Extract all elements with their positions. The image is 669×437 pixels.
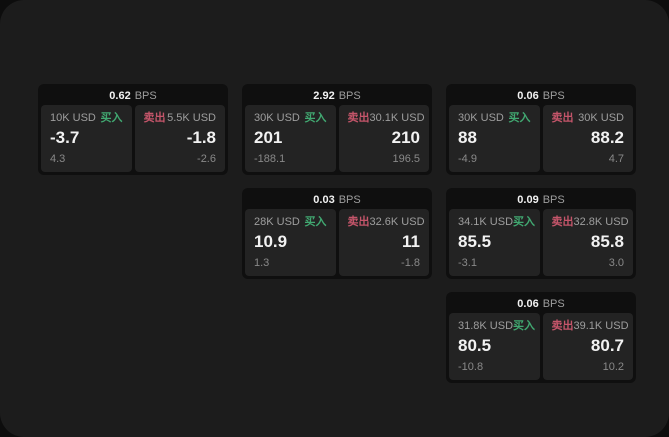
bps-unit-label: BPS xyxy=(542,89,565,102)
bps-unit-label: BPS xyxy=(542,193,565,206)
bps-header: 0.62 BPS xyxy=(41,87,225,105)
quote-card-5: 0.09 BPS 34.1K USD 买入 85.5 -3.1 卖出 32.8K… xyxy=(446,188,636,279)
sell-delta: -1.8 xyxy=(401,257,420,269)
bps-value: 0.03 xyxy=(313,193,335,206)
sell-price: 11 xyxy=(402,232,420,251)
sell-delta: 3.0 xyxy=(608,257,624,269)
buy-amount: 10K USD xyxy=(50,112,96,124)
buy-amount: 28K USD xyxy=(254,216,300,228)
bps-unit-label: BPS xyxy=(542,297,565,310)
sell-price: 210 xyxy=(391,128,420,147)
bps-value: 0.06 xyxy=(517,89,539,102)
sell-price: 88.2 xyxy=(590,128,624,147)
bps-unit-label: BPS xyxy=(338,193,361,206)
sell-amount: 5.5K USD xyxy=(167,112,216,124)
buy-delta: -10.8 xyxy=(458,361,484,373)
sell-price: -1.8 xyxy=(186,128,216,147)
buy-delta: 4.3 xyxy=(50,153,66,165)
sell-panel[interactable]: 卖出 30K USD 88.2 4.7 xyxy=(542,105,633,172)
bps-value: 2.92 xyxy=(313,89,335,102)
buy-delta: 1.3 xyxy=(254,257,270,269)
buy-price: 85.5 xyxy=(458,232,492,251)
buy-panel[interactable]: 34.1K USD 买入 85.5 -3.1 xyxy=(449,209,540,276)
sell-amount: 39.1K USD xyxy=(573,320,629,332)
buy-price: 80.5 xyxy=(458,336,492,355)
buy-amount: 30K USD xyxy=(254,112,300,124)
sell-amount: 32.6K USD xyxy=(369,216,425,228)
buy-panel[interactable]: 28K USD 买入 10.9 1.3 xyxy=(245,209,336,276)
buy-panel[interactable]: 10K USD 买入 -3.7 4.3 xyxy=(41,105,132,172)
buy-price: 201 xyxy=(254,128,283,147)
sell-price: 85.8 xyxy=(590,232,624,251)
sell-label: 卖出 xyxy=(347,216,370,228)
sell-delta: 10.2 xyxy=(602,361,624,373)
sell-price: 80.7 xyxy=(590,336,624,355)
sell-panel[interactable]: 卖出 32.6K USD 11 -1.8 xyxy=(338,209,429,276)
buy-panel[interactable]: 31.8K USD 买入 80.5 -10.8 xyxy=(449,313,540,380)
sell-delta: 4.7 xyxy=(608,153,624,165)
sell-label: 卖出 xyxy=(347,112,370,124)
bps-unit-label: BPS xyxy=(134,89,157,102)
sell-label: 卖出 xyxy=(143,112,166,124)
quote-card-3: 0.06 BPS 30K USD 买入 88 -4.9 卖出 30K USD xyxy=(446,84,636,175)
buy-price: 88 xyxy=(458,128,477,147)
bps-header: 0.03 BPS xyxy=(245,191,429,209)
buy-label: 买入 xyxy=(513,320,536,332)
quote-card-2: 2.92 BPS 30K USD 买入 201 -188.1 卖出 30.1K … xyxy=(242,84,432,175)
buy-label: 买入 xyxy=(304,216,327,228)
buy-delta: -188.1 xyxy=(254,153,286,165)
quote-card-1: 0.62 BPS 10K USD 买入 -3.7 4.3 卖出 5.5K USD xyxy=(38,84,228,175)
bps-value: 0.09 xyxy=(517,193,539,206)
bps-header: 0.09 BPS xyxy=(449,191,633,209)
sell-amount: 32.8K USD xyxy=(573,216,629,228)
buy-price: 10.9 xyxy=(254,232,288,251)
buy-panel[interactable]: 30K USD 买入 201 -188.1 xyxy=(245,105,336,172)
buy-label: 买入 xyxy=(508,112,531,124)
buy-delta: -4.9 xyxy=(458,153,477,165)
bps-header: 2.92 BPS xyxy=(245,87,429,105)
sell-amount: 30K USD xyxy=(578,112,624,124)
sell-label: 卖出 xyxy=(551,320,574,332)
bps-value: 0.62 xyxy=(109,89,131,102)
sell-delta: 196.5 xyxy=(392,153,420,165)
quote-card-4: 0.03 BPS 28K USD 买入 10.9 1.3 卖出 32.6K US… xyxy=(242,188,432,279)
quote-grid: 0.62 BPS 10K USD 买入 -3.7 4.3 卖出 5.5K USD xyxy=(38,84,636,383)
sell-amount: 30.1K USD xyxy=(369,112,425,124)
buy-label: 买入 xyxy=(513,216,536,228)
buy-price: -3.7 xyxy=(50,128,80,147)
buy-label: 买入 xyxy=(100,112,123,124)
buy-amount: 31.8K USD xyxy=(458,320,514,332)
quote-card-6: 0.06 BPS 31.8K USD 买入 80.5 -10.8 卖出 39.1… xyxy=(446,292,636,383)
bps-header: 0.06 BPS xyxy=(449,295,633,313)
buy-amount: 30K USD xyxy=(458,112,504,124)
sell-label: 卖出 xyxy=(551,216,574,228)
sell-label: 卖出 xyxy=(551,112,574,124)
bps-header: 0.06 BPS xyxy=(449,87,633,105)
sell-panel[interactable]: 卖出 39.1K USD 80.7 10.2 xyxy=(542,313,633,380)
buy-panel[interactable]: 30K USD 买入 88 -4.9 xyxy=(449,105,540,172)
sell-panel[interactable]: 卖出 30.1K USD 210 196.5 xyxy=(338,105,429,172)
sell-panel[interactable]: 卖出 5.5K USD -1.8 -2.6 xyxy=(134,105,225,172)
buy-delta: -3.1 xyxy=(458,257,477,269)
buy-label: 买入 xyxy=(304,112,327,124)
sell-panel[interactable]: 卖出 32.8K USD 85.8 3.0 xyxy=(542,209,633,276)
bps-unit-label: BPS xyxy=(338,89,361,102)
sell-delta: -2.6 xyxy=(197,153,216,165)
bps-value: 0.06 xyxy=(517,297,539,310)
buy-amount: 34.1K USD xyxy=(458,216,514,228)
